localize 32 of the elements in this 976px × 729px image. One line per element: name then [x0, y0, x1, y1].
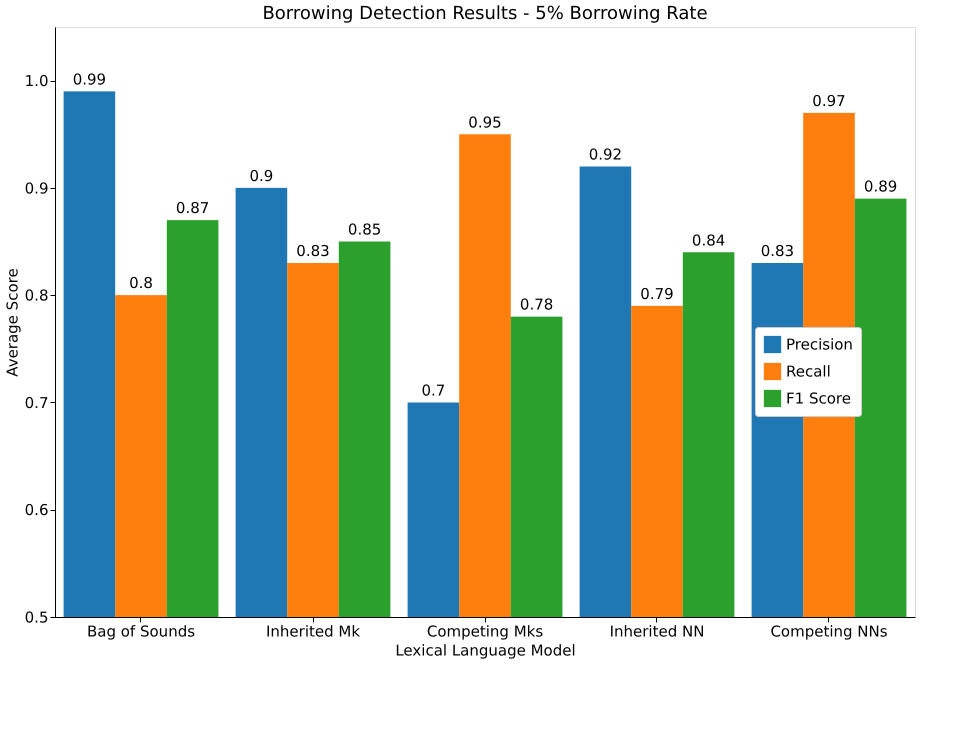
x-tick-label: Inherited NN [610, 622, 704, 640]
y-tick-label: 0.9 [24, 179, 48, 198]
data-label: 0.84 [692, 231, 726, 250]
data-label: 0.79 [640, 284, 674, 303]
x-tick-label: Inherited Mk [266, 622, 360, 640]
y-axis-title: Average Score [4, 268, 22, 377]
y-tick-label: 0.6 [24, 501, 48, 520]
data-label: 0.99 [72, 70, 106, 88]
data-label: 0.97 [812, 92, 846, 110]
chart-title: Borrowing Detection Results - 5% Borrowing Rate [262, 3, 708, 24]
data-label: 0.83 [296, 242, 330, 260]
legend-label: F1 Score [786, 390, 851, 408]
data-label: 0.92 [588, 145, 622, 164]
data-label: 0.9 [249, 166, 274, 185]
y-tick-label: 0.5 [24, 608, 48, 626]
legend-label: Precision [786, 336, 853, 354]
data-label: 0.8 [129, 274, 153, 292]
x-tick-label: Competing Mks [426, 622, 544, 640]
y-tick-label: 0.7 [24, 394, 48, 412]
x-tick-label: Bag of Sounds [86, 622, 196, 640]
data-label: 0.83 [760, 242, 794, 260]
data-label: 0.85 [348, 220, 382, 239]
data-label: 0.87 [176, 199, 210, 218]
x-tick-label: Competing NNs [770, 622, 888, 640]
x-axis-title: Lexical Language Model [395, 642, 576, 660]
legend-label: Recall [786, 362, 831, 380]
data-label: 0.89 [864, 178, 898, 196]
data-label: 0.78 [520, 296, 554, 314]
data-label: 0.95 [468, 113, 502, 132]
y-tick-label: 1.0 [24, 72, 48, 90]
y-tick-label: 0.8 [24, 286, 48, 305]
data-label: 0.7 [421, 381, 446, 400]
